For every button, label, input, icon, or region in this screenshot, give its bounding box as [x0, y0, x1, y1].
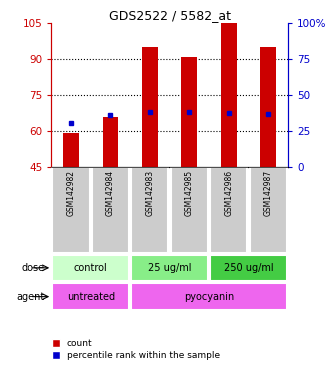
Bar [260, 47, 276, 167]
Text: GSM142982: GSM142982 [67, 170, 75, 216]
Text: GSM142986: GSM142986 [224, 170, 233, 216]
Bar [210, 255, 287, 281]
Bar [181, 57, 197, 167]
Text: GSM142984: GSM142984 [106, 170, 115, 216]
Text: GSM142987: GSM142987 [264, 170, 273, 216]
Text: untreated: untreated [67, 291, 115, 302]
Bar [210, 167, 247, 253]
Text: control: control [74, 263, 108, 273]
Bar [131, 255, 208, 281]
Bar [131, 283, 287, 310]
Bar [53, 167, 90, 253]
Text: pyocyanin: pyocyanin [184, 291, 234, 302]
Bar [250, 167, 287, 253]
Text: 25 ug/ml: 25 ug/ml [148, 263, 191, 273]
Text: GSM142983: GSM142983 [145, 170, 155, 216]
Bar [221, 23, 237, 167]
Legend: count, percentile rank within the sample: count, percentile rank within the sample [53, 339, 220, 360]
Bar [103, 117, 118, 167]
Text: agent: agent [17, 291, 45, 302]
Bar [171, 167, 208, 253]
Title: GDS2522 / 5582_at: GDS2522 / 5582_at [109, 9, 231, 22]
Bar [92, 167, 129, 253]
Text: dose: dose [22, 263, 45, 273]
Bar [63, 134, 79, 167]
Bar [131, 167, 168, 253]
Text: 250 ug/ml: 250 ug/ml [224, 263, 273, 273]
Text: GSM142985: GSM142985 [185, 170, 194, 216]
Bar [52, 255, 129, 281]
Bar [142, 47, 158, 167]
Bar [52, 283, 129, 310]
